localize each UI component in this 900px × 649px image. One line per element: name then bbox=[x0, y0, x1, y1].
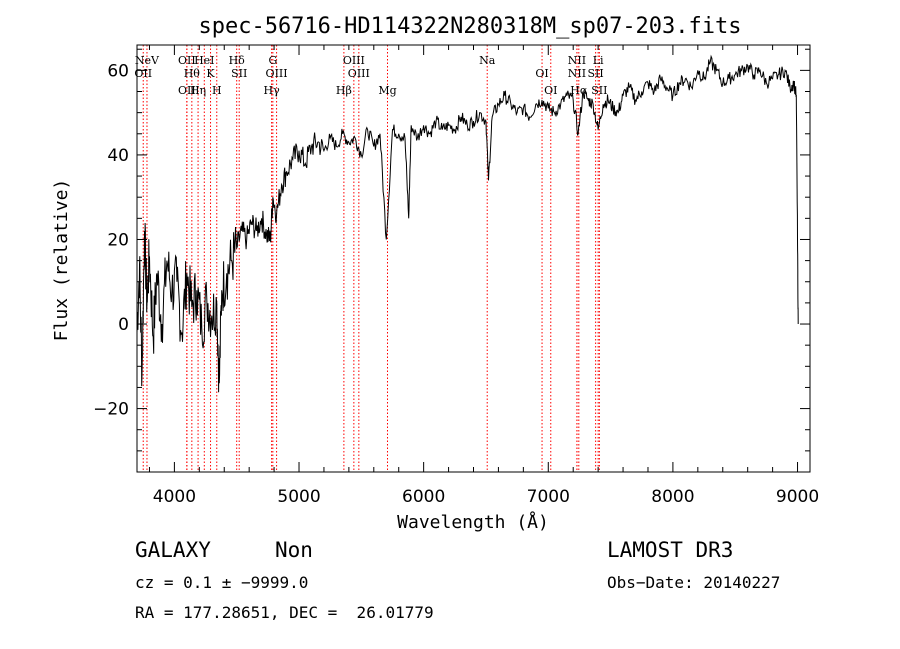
spectral-line-label: K bbox=[206, 67, 215, 80]
y-tick-label: −20 bbox=[93, 400, 129, 420]
spectral-line-labels: NeVOIIOIIOIIHθHηHeIKHHδSIIHγGOIIIHβOIIIO… bbox=[134, 54, 607, 97]
spectral-line-label: NII bbox=[568, 67, 586, 80]
spectral-line-label: SII bbox=[231, 67, 247, 80]
spectral-line-label: H bbox=[212, 84, 222, 97]
coordinates: RA = 177.28651, DEC = 26.01779 bbox=[135, 603, 434, 622]
spectral-line-label: SII bbox=[591, 84, 607, 97]
obs-date: Obs−Date: 20140227 bbox=[607, 573, 781, 592]
y-tick-label: 40 bbox=[107, 146, 129, 166]
x-axis: 4000 5000 6000 7000 8000 9000 bbox=[148, 45, 819, 507]
spectral-line-label: OIII bbox=[348, 67, 370, 80]
y-tick-label: 60 bbox=[107, 61, 129, 81]
spectral-line-label: Na bbox=[479, 54, 496, 67]
spectral-line-label: OI bbox=[544, 84, 557, 97]
spectral-line-label: Hγ bbox=[264, 84, 281, 97]
y-tick-label: 0 bbox=[118, 315, 129, 335]
spectral-line-label: NII bbox=[568, 54, 586, 67]
spectral-line-label: SII bbox=[588, 67, 604, 80]
spectral-line-label: NeV bbox=[135, 54, 160, 67]
y-axis: −20 0 20 40 60 bbox=[93, 48, 810, 452]
x-tick-label: 7000 bbox=[527, 487, 570, 507]
spectral-line-label: Mg bbox=[378, 84, 396, 97]
spectral-line-label: OII bbox=[178, 54, 196, 67]
chart-title: spec-56716-HD114322N280318M_sp07-203.fit… bbox=[198, 14, 741, 39]
spectral-line-label: OII bbox=[178, 84, 196, 97]
y-axis-label: Flux (relative) bbox=[51, 179, 72, 342]
x-tick-label: 9000 bbox=[776, 487, 819, 507]
object-subclass: Non bbox=[275, 538, 313, 562]
spectral-line-label: OI bbox=[535, 67, 548, 80]
x-tick-label: 6000 bbox=[402, 487, 445, 507]
x-tick-label: 8000 bbox=[651, 487, 694, 507]
spectral-lines bbox=[142, 45, 600, 472]
redshift-cz: cz = 0.1 ± −9999.0 bbox=[135, 573, 309, 592]
spectrum-series-line bbox=[136, 54, 799, 393]
spectral-line-label: OIII bbox=[266, 67, 288, 80]
spectral-line-label: HeI bbox=[194, 54, 214, 67]
spectral-line-label: Hη bbox=[190, 84, 206, 97]
x-axis-label: Wavelength (Å) bbox=[397, 511, 549, 533]
spectral-line-label: Hδ bbox=[229, 54, 246, 67]
plot-frame bbox=[136, 44, 811, 473]
spectral-line-label: Li bbox=[593, 54, 604, 67]
x-tick-label: 5000 bbox=[277, 487, 320, 507]
spectral-line-label: OIII bbox=[343, 54, 365, 67]
object-class: GALAXY bbox=[135, 538, 211, 562]
spectral-line-label: Hθ bbox=[184, 67, 201, 80]
x-tick-label: 4000 bbox=[153, 487, 196, 507]
spectral-line-label: Hβ bbox=[336, 84, 352, 97]
spectral-line-label: G bbox=[268, 54, 277, 67]
y-tick-label: 20 bbox=[107, 230, 129, 250]
survey-name: LAMOST DR3 bbox=[607, 538, 734, 562]
